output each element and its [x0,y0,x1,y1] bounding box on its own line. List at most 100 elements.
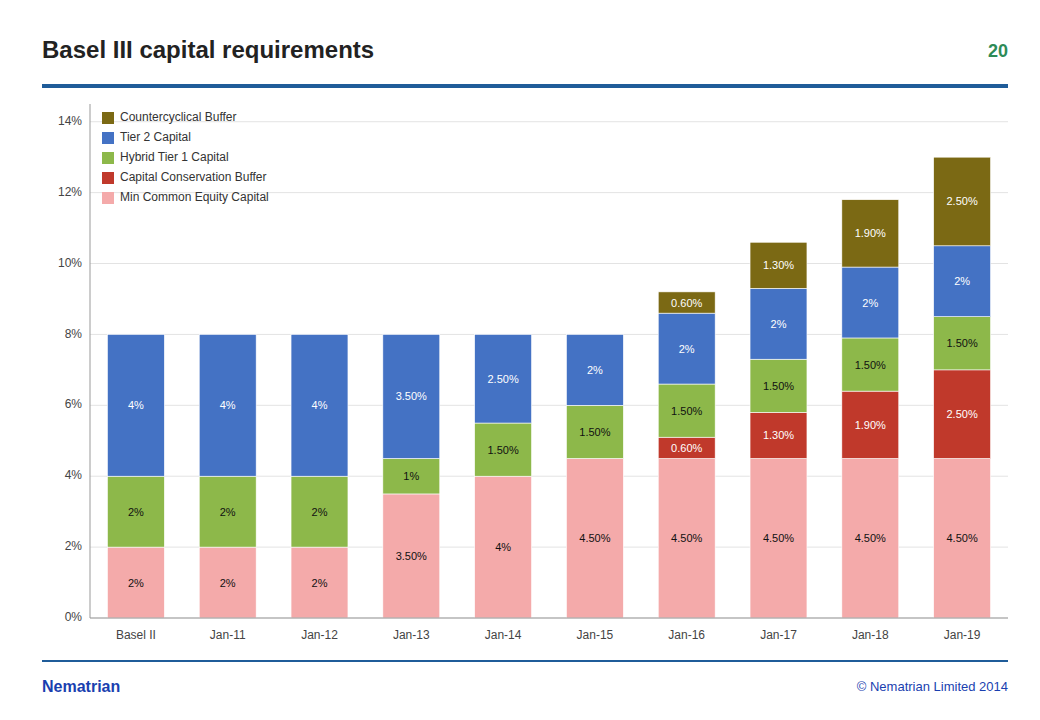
legend: Countercyclical Buffer Tier 2 Capital Hybr… [102,110,269,204]
y-tick-label: 10% [58,256,82,270]
legend-label: Hybrid Tier 1 Capital [120,150,229,164]
y-tick-label: 4% [65,468,83,482]
bar-segment [107,334,164,335]
data-label: 1.50% [763,380,794,392]
data-label: 1.90% [855,419,886,431]
y-tick-label: 12% [58,185,82,199]
bar-segment [475,423,532,476]
x-tick-label: Basel II [116,628,156,642]
data-label: 4% [312,399,328,411]
bar-segment [107,334,164,476]
bar-segment [291,547,348,618]
bar-segment [383,458,440,493]
bar-segment [934,317,991,370]
bar-segment [107,547,164,618]
data-label: 2% [587,364,603,376]
footer-rule [42,660,1008,662]
bar-segment [750,242,807,288]
data-label: 1.50% [855,359,886,371]
legend-swatch [102,192,114,204]
data-label: 2% [679,343,695,355]
bar-segment [566,405,623,458]
data-label: 1% [403,470,419,482]
x-tick-label: Jan-13 [393,628,430,642]
footer-copyright: © Nematrian Limited 2014 [857,679,1008,694]
legend-swatch [102,112,114,124]
legend-label: Tier 2 Capital [120,130,191,144]
bar-segment [658,313,715,384]
x-tick-label: Jan-17 [760,628,797,642]
y-tick-label: 6% [65,397,83,411]
bar-segment [750,412,807,458]
data-label: 1.90% [855,227,886,239]
bar-segment [658,384,715,437]
data-label: 2% [220,506,236,518]
data-label: 2.50% [946,408,977,420]
bars [107,157,990,618]
data-label: 2% [862,297,878,309]
bar-segment [383,494,440,618]
legend-label: Capital Conservation Buffer [120,170,267,184]
x-tick-label: Jan-18 [852,628,889,642]
legend-swatch [102,132,114,144]
bar-segment [934,370,991,459]
data-label: 4.50% [579,532,610,544]
data-label: 3.50% [396,390,427,402]
data-label: 1.50% [579,426,610,438]
bar-segment [842,391,899,458]
bar-segment [842,338,899,391]
bar-segment [658,458,715,618]
data-label: 4.50% [763,532,794,544]
data-label: 4% [220,399,236,411]
bar-segment [750,288,807,359]
bar-segment [842,200,899,267]
bar-segment [291,334,348,335]
bar-segment [475,334,532,335]
bar-segment [750,458,807,618]
x-tick-label: Jan-16 [668,628,705,642]
data-label: 3.50% [396,550,427,562]
x-axis [90,618,1008,619]
bar-segment [750,359,807,412]
bar-segment [842,267,899,338]
bar-segment [383,334,440,458]
bar-segment [199,476,256,547]
legend-swatch [102,152,114,164]
bar-segment [566,458,623,618]
bar-segment [658,292,715,313]
y-tick-label: 8% [65,327,83,341]
data-label: 4% [495,541,511,553]
data-label: 4.50% [946,532,977,544]
legend-swatch [102,172,114,184]
x-tick-label: Jan-15 [577,628,614,642]
bar-segment [383,334,440,335]
bar-segment [199,547,256,618]
chart: Basel III capital requirements200%2%4%6%… [0,0,1040,720]
y-tick-label: 14% [58,114,82,128]
legend-label: Min Common Equity Capital [120,190,269,204]
title: Basel III capital requirements [42,36,374,63]
header-rule [42,84,1008,88]
bar-segment [199,334,256,476]
page-number: 20 [988,41,1008,61]
bar-segment [842,458,899,618]
data-label: 0.60% [671,442,702,454]
bar-segment [475,334,532,423]
bar-segment [475,476,532,618]
x-tick-label: Jan-12 [301,628,338,642]
y-tick-label: 2% [65,539,83,553]
bar-segment [934,246,991,317]
legend-label: Countercyclical Buffer [120,110,237,124]
x-tick-label: Jan-11 [210,628,246,642]
grid-line [90,618,1008,619]
data-label: 1.30% [763,259,794,271]
data-label: 0.60% [671,297,702,309]
data-label: 4.50% [671,532,702,544]
bar-segment [934,458,991,618]
data-label: 2% [128,577,144,589]
x-tick-label: Jan-14 [485,628,522,642]
x-tick-label: Jan-19 [944,628,981,642]
data-label: 2.50% [946,195,977,207]
bar-segment [934,157,991,246]
bar-segment [199,334,256,335]
